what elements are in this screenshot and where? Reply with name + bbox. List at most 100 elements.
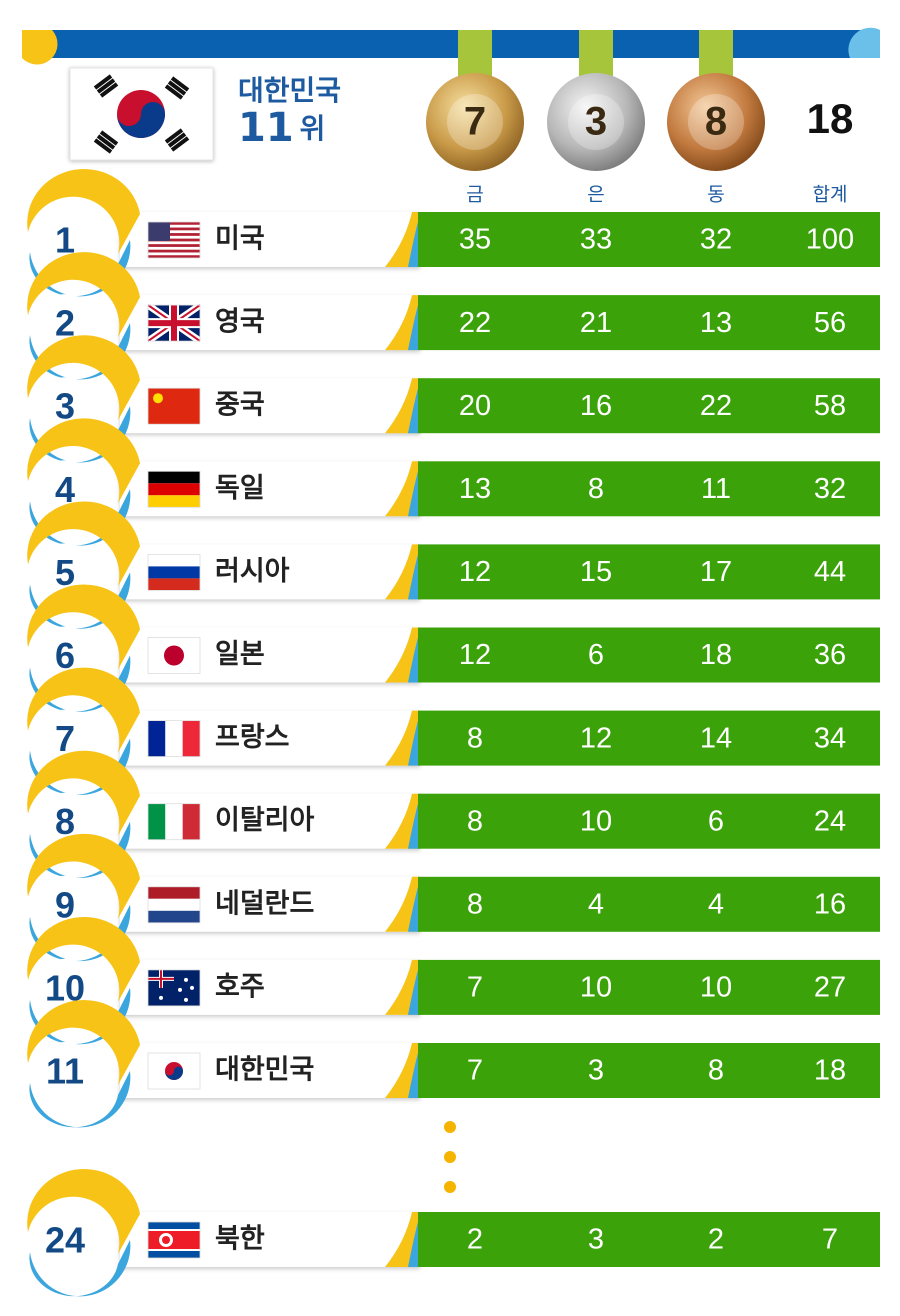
rank: 24 xyxy=(45,1220,85,1261)
ribbon xyxy=(458,30,492,80)
row-deco xyxy=(408,554,420,600)
flag-border xyxy=(147,554,201,591)
medal-bronze: 18 xyxy=(700,639,732,671)
row-green xyxy=(418,295,880,351)
table-row: 8 이탈리아 8 10 6 24 xyxy=(27,750,880,879)
medal-inner xyxy=(568,94,624,150)
medal-total: 36 xyxy=(814,639,846,671)
country-name: 중국 xyxy=(215,390,265,421)
medal-bronze: 32 xyxy=(700,224,732,256)
medal-total: 56 xyxy=(814,307,846,339)
flag-border xyxy=(147,387,201,425)
medal-gold: 13 xyxy=(459,473,491,505)
row-green xyxy=(418,212,880,267)
rank-badge-yellow xyxy=(27,916,141,1002)
ribbon xyxy=(699,30,733,80)
country-name: 프랑스 xyxy=(215,722,290,753)
table-row: 6 일본 12 6 18 36 xyxy=(27,584,880,712)
flag-border xyxy=(147,470,201,508)
flag xyxy=(146,302,202,344)
ellipsis-dot xyxy=(444,1121,456,1133)
medal-bronze: 8 xyxy=(708,1055,724,1087)
flag-part xyxy=(162,1236,170,1244)
bar-deco xyxy=(848,27,880,58)
rank: 8 xyxy=(55,801,75,842)
column-label: 동 xyxy=(707,184,724,206)
medal-bronze: 6 xyxy=(708,805,724,837)
flag-part xyxy=(190,985,194,990)
medal-silver: 10 xyxy=(580,805,612,837)
flag-part xyxy=(148,233,200,236)
medal-bronze: 4 xyxy=(708,888,724,920)
medal-silver: 21 xyxy=(580,307,612,339)
header-total: 18 xyxy=(807,95,854,142)
medal-total: 24 xyxy=(814,805,846,837)
country-name: 호주 xyxy=(215,971,265,1002)
flag xyxy=(147,554,201,591)
country-name: 대한민국 xyxy=(215,1055,314,1086)
medal-silver: 16 xyxy=(580,390,612,422)
flag-part xyxy=(148,244,200,247)
flag-part xyxy=(148,969,174,988)
row-green xyxy=(418,959,880,1015)
flag xyxy=(147,387,201,425)
row-green xyxy=(418,627,880,683)
medal-gold: 20 xyxy=(459,390,491,422)
row-deco xyxy=(408,1053,420,1098)
medal-total: 58 xyxy=(814,390,846,422)
row-green xyxy=(418,1043,880,1098)
row-deco xyxy=(408,1222,420,1267)
table-row: 1 미국 35 33 32 100 xyxy=(27,169,880,297)
row-green xyxy=(418,710,880,766)
row-deco xyxy=(408,305,420,351)
rank-badge-yellow xyxy=(27,584,140,670)
flag-part xyxy=(184,977,188,982)
table-row: 10 호주 7 10 10 27 xyxy=(27,916,880,1045)
flag-part xyxy=(178,987,182,992)
row-green xyxy=(418,1212,880,1267)
row-green xyxy=(418,544,880,600)
ribbon xyxy=(579,30,613,80)
flag-part xyxy=(182,720,200,757)
flag-border xyxy=(147,637,201,674)
flag-part xyxy=(184,997,188,1002)
flag-part xyxy=(148,483,200,496)
korea-flag-large xyxy=(69,67,214,161)
medal-total: 34 xyxy=(814,722,846,754)
flag xyxy=(147,221,201,259)
rank: 4 xyxy=(55,469,75,510)
medal-total: 18 xyxy=(814,1055,846,1087)
country-name: 이탈리아 xyxy=(215,805,315,836)
flag xyxy=(147,720,201,757)
table-row: 2 영국 22 21 13 56 xyxy=(27,252,880,380)
flag-part xyxy=(165,803,183,840)
flag-part xyxy=(148,471,200,484)
medal xyxy=(667,73,765,171)
medal-silver: 12 xyxy=(580,722,612,754)
medal xyxy=(426,73,524,171)
medal-total: 27 xyxy=(814,972,846,1004)
rank-badge-yellow xyxy=(27,1000,141,1085)
flag-part xyxy=(148,803,166,840)
rank-badge xyxy=(34,1042,96,1104)
rank: 11 xyxy=(46,1051,84,1092)
rank-badge-yellow xyxy=(27,833,141,919)
flag-border xyxy=(147,803,201,841)
flag-part xyxy=(148,249,200,253)
medal-total: 100 xyxy=(806,224,854,256)
medal-inner xyxy=(447,94,503,150)
medal-bronze: 14 xyxy=(700,722,732,754)
medal-inner xyxy=(688,94,744,150)
rank-badge xyxy=(34,1211,96,1273)
bar-deco xyxy=(22,30,58,65)
flag xyxy=(147,1052,201,1090)
medal-gold: 7 xyxy=(467,1055,483,1087)
medal-silver: 8 xyxy=(588,473,604,505)
flag-part xyxy=(148,255,200,258)
medal-count: 7 xyxy=(464,100,486,144)
flag-part xyxy=(148,305,200,342)
row-deco xyxy=(408,969,420,1015)
column-label: 은 xyxy=(587,184,604,206)
flag-part xyxy=(148,1231,200,1249)
